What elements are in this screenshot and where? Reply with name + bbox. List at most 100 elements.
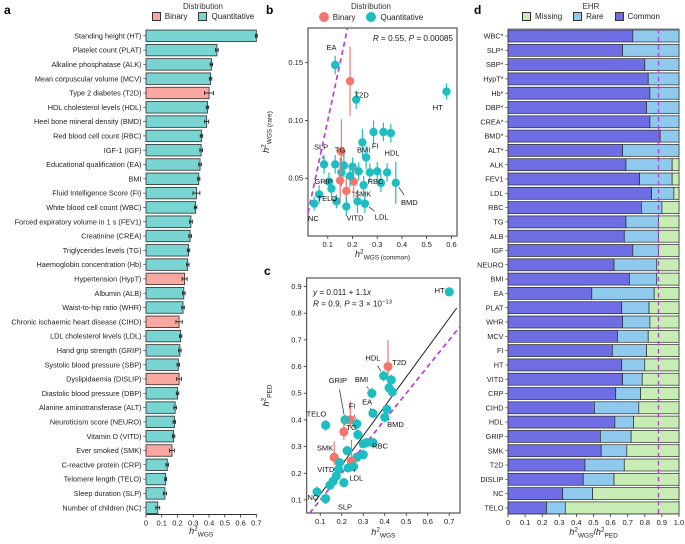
bar-row: Fluid Intelligence Score (FI) — [52, 186, 201, 200]
scatter-point — [359, 175, 368, 195]
y-tick-label: 0.3 — [291, 442, 301, 451]
trait-label: Systolic blood pressure (SBP) — [45, 360, 142, 369]
plot-border — [306, 277, 461, 514]
scatter-point — [382, 404, 392, 414]
trait-label: Type 2 diabetes (T2D) — [69, 89, 141, 98]
point-label-text: EA — [326, 43, 336, 52]
legend-distribution-b: Distribution Binary Quantitative — [295, 2, 447, 22]
bar-row: Vitamin D (VITD) — [86, 430, 176, 443]
point-label-text: SLP — [338, 503, 352, 512]
y-tick-label: 0.5 — [291, 389, 301, 398]
point-label: T2D — [392, 358, 407, 367]
trait-label: SLP* — [487, 46, 504, 55]
trait-label: Waist-to-hip ratio (WHR) — [62, 303, 141, 312]
bar-row: Number of children (NC) — [62, 501, 161, 514]
trait-label: Red blood cell count (RBC) — [53, 132, 141, 141]
point-label-text: BMI — [357, 145, 370, 154]
scatter-point — [386, 374, 396, 386]
stacked-bar-row: TELO — [484, 501, 680, 515]
y-tick-label: 0.1 — [291, 495, 301, 504]
point-label-text: LDL — [375, 212, 389, 221]
point-label-text: GRIP — [329, 376, 347, 385]
trait-label: DISLIP — [480, 475, 503, 484]
point-label-text: SMK — [317, 443, 333, 452]
point-label: RBC — [368, 177, 384, 186]
stacked-bar-row: HypT* — [483, 72, 680, 86]
point-label-text: HDL — [365, 354, 380, 363]
point-label-text: NC — [308, 493, 319, 502]
point-label: SMK — [351, 189, 371, 198]
bar-row: Neuroticism score (NEURO) — [50, 415, 177, 429]
x-tick-label: 1.0 — [674, 518, 684, 527]
trait-label: Educational qualification (EA) — [46, 160, 141, 169]
point-label-text: SMK — [355, 189, 371, 198]
scatter-point — [358, 128, 367, 157]
trait-label: Alkaline phosphatase (ALK) — [51, 60, 141, 69]
point-label: TELO — [307, 410, 327, 419]
trait-label: Ever smoked (SMK) — [76, 446, 141, 455]
annotation-text: y = 0.011 + 1.1x — [312, 288, 372, 297]
stacked-bar-row: FEV1 — [485, 172, 680, 186]
bar-row: Diastolic blood pressure (DBP) — [42, 387, 180, 400]
scatter-point — [353, 189, 362, 213]
trait-label: TG — [493, 218, 503, 227]
y-tick-label: 0.8 — [291, 309, 301, 318]
scatter-point — [380, 411, 390, 423]
point-label-text: TELO — [307, 410, 327, 419]
stacked-bar-row: CIHD — [486, 401, 680, 415]
stacked-bar-row: MCV — [487, 329, 680, 343]
bar-row: Alanine aminotransferase (ALT) — [39, 401, 177, 414]
bar-row: Ever smoked (SMK) — [76, 444, 175, 457]
legend-title: EHR — [582, 2, 600, 11]
x-tick-label: 0.1 — [315, 517, 325, 526]
point-label: GRIP — [314, 177, 332, 186]
trait-label: White blood cell count (WBC) — [46, 203, 141, 212]
trait-label: Standing height (HT) — [74, 31, 141, 40]
trait-label: Dyslipidaemia (DISLIP) — [66, 375, 141, 384]
trait-label: CIHD — [486, 403, 504, 412]
stacked-bar-row: TG — [493, 215, 680, 229]
point-label-text: HT — [435, 286, 445, 295]
scatter-point — [339, 418, 349, 440]
point-label: HDL — [385, 148, 400, 157]
point-label: FI — [349, 402, 356, 419]
bar-row: Haemoglobin concentration (Hb) — [36, 258, 190, 271]
x-tick-label: 0.4 — [397, 240, 407, 249]
bar-row: Forced expiratory volume in 1 s (FEV1) — [15, 215, 193, 228]
scatter-point — [352, 90, 361, 109]
scatter-point — [379, 370, 389, 382]
panel-d-letter: d — [474, 3, 482, 17]
scatter-point — [365, 163, 375, 182]
trait-label: HypT* — [483, 75, 503, 84]
stacked-bar-row: BMI — [491, 272, 680, 286]
point-label-text: VITD — [346, 214, 364, 223]
point-label: SLP — [338, 503, 352, 512]
trait-label: HDL — [489, 418, 504, 427]
stacked-bar-row: RBC — [488, 201, 680, 214]
trait-label: Creatinine (CREA) — [81, 232, 141, 241]
stacked-bar-row: HT — [494, 358, 680, 372]
point-label-text: T2D — [355, 91, 370, 100]
reference-lines — [308, 28, 349, 214]
trait-label: Alanine aminotransferase (ALT) — [39, 403, 141, 412]
trait-label: ALB — [490, 232, 504, 241]
panel-c-letter: c — [264, 264, 271, 278]
x-tick-label: 0.4 — [380, 517, 390, 526]
identity-line — [308, 28, 349, 214]
scatter-point — [368, 408, 378, 418]
trait-label: NEURO — [477, 260, 504, 269]
stacked-bar-row: Hb* — [491, 86, 680, 100]
x-tick-label: 0.9 — [657, 518, 667, 527]
trait-label: BMI — [491, 275, 504, 284]
stacked-bar-row: GRIP — [486, 430, 680, 443]
x-tick-label: 0.5 — [220, 519, 230, 528]
scatter-point — [327, 179, 336, 198]
x-tick-label: 0.5 — [401, 517, 411, 526]
trait-label: Diastolic blood pressure (DBP) — [42, 389, 142, 398]
scatter-point — [387, 387, 397, 397]
trait-label: T2D — [490, 461, 504, 470]
bar-row: Hypertension (HypT) — [74, 272, 188, 286]
x-tick-label: 0 — [144, 519, 148, 528]
bar-row: Dyslipidaemia (DISLIP) — [66, 372, 182, 386]
trait-label: Hb* — [491, 89, 503, 98]
